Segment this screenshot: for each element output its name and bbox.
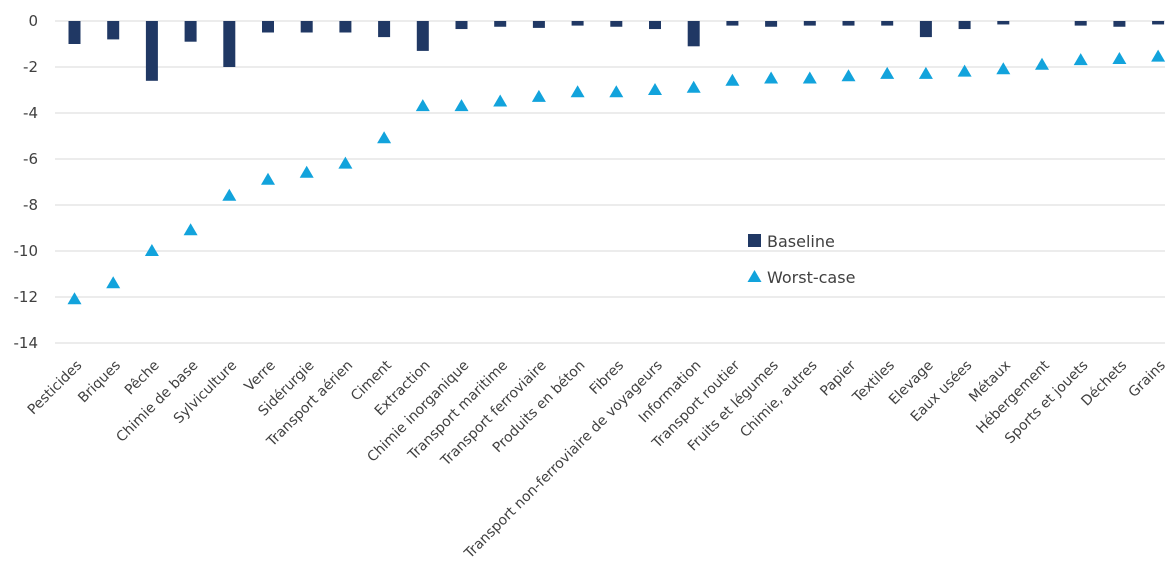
- worst-case-marker: [183, 223, 198, 236]
- baseline-bar: [262, 21, 274, 33]
- baseline-bar: [649, 21, 661, 30]
- legend: Baseline Worst-case: [747, 232, 855, 287]
- worst-case-marker: [918, 66, 933, 79]
- y-tick-label: -8: [23, 196, 38, 214]
- baseline-bar: [184, 21, 197, 42]
- baseline-bar: [997, 21, 1010, 25]
- worst-case-marker: [1035, 57, 1049, 70]
- worst-case-marker: [1112, 51, 1127, 64]
- gridlines: [55, 20, 1165, 344]
- y-tick-label: -10: [14, 242, 39, 260]
- y-axis-ticks: 0 -2 -4 -6 -8 -10 -12 -14: [14, 12, 39, 352]
- y-tick-label: -6: [23, 150, 38, 168]
- worst-case-marker: [764, 71, 779, 84]
- legend-worst-case-label: Worst-case: [767, 268, 855, 287]
- baseline-bar: [687, 21, 700, 47]
- worst-case-marker: [996, 62, 1011, 75]
- legend-baseline-swatch: [748, 234, 761, 247]
- baseline-bar: [378, 21, 391, 38]
- baseline-bar: [68, 21, 81, 44]
- baseline-bar: [803, 21, 816, 26]
- y-tick-label: -12: [14, 288, 39, 306]
- worst-case-marker: [222, 188, 237, 201]
- baseline-bar: [765, 21, 778, 27]
- y-tick-label: -2: [23, 58, 38, 76]
- baseline-bar: [571, 21, 584, 26]
- baseline-bar: [339, 21, 352, 33]
- baseline-bar: [958, 21, 971, 30]
- legend-baseline-label: Baseline: [767, 232, 835, 251]
- baseline-bar: [455, 21, 468, 30]
- worst-case-marker: [1151, 49, 1166, 62]
- worst-case-marker: [880, 66, 895, 79]
- worst-case-marker: [299, 165, 314, 178]
- baseline-bar: [223, 21, 236, 67]
- baseline-bar: [610, 21, 623, 27]
- worst-case-marker: [686, 80, 701, 93]
- baseline-bar: [881, 21, 894, 26]
- baseline-bar: [532, 21, 545, 28]
- x-tick-label: Pesticides: [25, 358, 86, 419]
- worst-case-marker: [493, 94, 508, 107]
- baseline-bar: [919, 21, 932, 38]
- worst-case-marker: [609, 85, 624, 98]
- worst-case-marker: [261, 172, 275, 185]
- baseline-bar: [1113, 21, 1126, 27]
- y-tick-label: -4: [23, 104, 38, 122]
- baseline-bar: [107, 21, 120, 40]
- worst-case-marker: [106, 276, 121, 289]
- baseline-bar: [842, 21, 855, 26]
- baseline-bar: [145, 21, 158, 81]
- worst-case-marker: [841, 69, 856, 82]
- x-tick-label: Grains: [1126, 358, 1166, 401]
- worst-case-marker: [957, 64, 972, 77]
- baseline-bars: [68, 21, 1165, 81]
- baseline-bar: [494, 21, 507, 27]
- x-tick-label: Briques: [75, 358, 124, 407]
- worst-case-marker: [802, 71, 817, 84]
- baseline-bar: [726, 21, 739, 26]
- worst-case-marker: [338, 156, 353, 169]
- worst-case-marker: [531, 89, 546, 102]
- worst-case-marker: [144, 244, 159, 256]
- worst-case-marker: [725, 73, 740, 86]
- baseline-bar: [416, 21, 429, 51]
- worst-case-marker: [1073, 53, 1088, 66]
- y-tick-label: -14: [14, 334, 39, 352]
- y-tick-label: 0: [28, 12, 38, 30]
- worst-case-marker: [67, 292, 82, 305]
- worst-case-marker: [454, 99, 469, 112]
- legend-worst-case-swatch: [747, 270, 762, 282]
- baseline-bar: [1152, 21, 1165, 25]
- baseline-bar: [1074, 21, 1087, 26]
- worst-case-marker: [570, 85, 585, 98]
- worst-case-markers: [67, 49, 1166, 305]
- worst-case-marker: [648, 83, 662, 95]
- worst-case-marker: [415, 99, 430, 112]
- worst-case-marker: [377, 131, 392, 144]
- baseline-bar: [300, 21, 313, 33]
